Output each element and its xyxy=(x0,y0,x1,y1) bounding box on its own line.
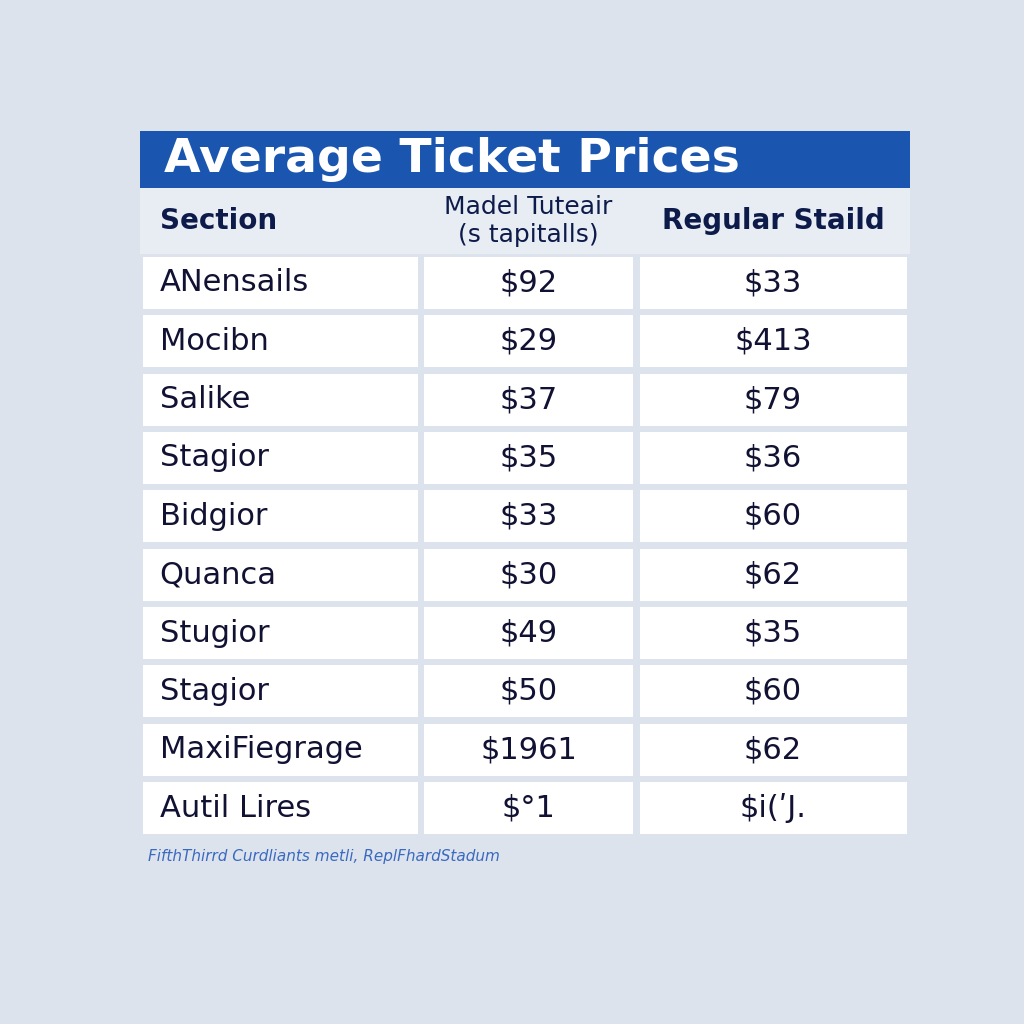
Text: Regular Staild: Regular Staild xyxy=(662,207,885,236)
FancyBboxPatch shape xyxy=(424,549,633,601)
Text: Bidgior: Bidgior xyxy=(160,502,267,530)
Text: $°1: $°1 xyxy=(502,794,556,822)
Text: Salike: Salike xyxy=(160,385,250,414)
FancyBboxPatch shape xyxy=(143,257,418,309)
Text: $37: $37 xyxy=(500,385,558,414)
Text: Stagior: Stagior xyxy=(160,677,268,706)
FancyBboxPatch shape xyxy=(640,257,906,309)
FancyBboxPatch shape xyxy=(424,315,633,368)
Text: Average Ticket Prices: Average Ticket Prices xyxy=(164,137,739,182)
Text: $62: $62 xyxy=(744,560,802,589)
FancyBboxPatch shape xyxy=(143,315,418,368)
FancyBboxPatch shape xyxy=(143,490,418,543)
Text: $413: $413 xyxy=(734,327,812,355)
Text: FifthThirrd Curdliants metli, ReplFhardStadum: FifthThirrd Curdliants metli, ReplFhardS… xyxy=(147,850,500,864)
Text: $62: $62 xyxy=(744,735,802,764)
Text: $35: $35 xyxy=(500,443,558,472)
Text: $33: $33 xyxy=(743,268,802,297)
Text: Stugior: Stugior xyxy=(160,618,269,647)
FancyBboxPatch shape xyxy=(424,257,633,309)
Text: $60: $60 xyxy=(744,502,802,530)
FancyBboxPatch shape xyxy=(140,131,909,188)
FancyBboxPatch shape xyxy=(424,490,633,543)
Text: $92: $92 xyxy=(500,268,558,297)
Text: $50: $50 xyxy=(500,677,558,706)
Text: $i(ʹJ.: $i(ʹJ. xyxy=(739,793,807,823)
Text: $49: $49 xyxy=(500,618,558,647)
Text: $29: $29 xyxy=(500,327,558,355)
FancyBboxPatch shape xyxy=(143,782,418,835)
FancyBboxPatch shape xyxy=(424,666,633,718)
FancyBboxPatch shape xyxy=(640,666,906,718)
Text: $60: $60 xyxy=(744,677,802,706)
FancyBboxPatch shape xyxy=(143,607,418,659)
Text: $36: $36 xyxy=(743,443,802,472)
FancyBboxPatch shape xyxy=(640,607,906,659)
Text: $79: $79 xyxy=(744,385,802,414)
FancyBboxPatch shape xyxy=(143,432,418,484)
FancyBboxPatch shape xyxy=(640,490,906,543)
FancyBboxPatch shape xyxy=(424,724,633,776)
FancyBboxPatch shape xyxy=(640,724,906,776)
Text: $33: $33 xyxy=(500,502,558,530)
FancyBboxPatch shape xyxy=(143,666,418,718)
FancyBboxPatch shape xyxy=(424,374,633,426)
FancyBboxPatch shape xyxy=(143,724,418,776)
FancyBboxPatch shape xyxy=(640,315,906,368)
FancyBboxPatch shape xyxy=(424,432,633,484)
Text: $35: $35 xyxy=(743,618,802,647)
Text: $1961: $1961 xyxy=(480,735,578,764)
Text: ANensails: ANensails xyxy=(160,268,309,297)
Text: Quanca: Quanca xyxy=(160,560,276,589)
Text: Stagior: Stagior xyxy=(160,443,268,472)
Text: $30: $30 xyxy=(500,560,558,589)
FancyBboxPatch shape xyxy=(640,432,906,484)
FancyBboxPatch shape xyxy=(640,782,906,835)
Text: MaxiFiegrage: MaxiFiegrage xyxy=(160,735,362,764)
Text: Autil Lires: Autil Lires xyxy=(160,794,311,822)
FancyBboxPatch shape xyxy=(640,374,906,426)
FancyBboxPatch shape xyxy=(140,188,909,254)
FancyBboxPatch shape xyxy=(143,549,418,601)
Text: Mocibn: Mocibn xyxy=(160,327,268,355)
Text: Madel Tuteair
(s tapitalls): Madel Tuteair (s tapitalls) xyxy=(444,196,612,247)
FancyBboxPatch shape xyxy=(424,782,633,835)
Text: Section: Section xyxy=(160,207,276,236)
FancyBboxPatch shape xyxy=(640,549,906,601)
FancyBboxPatch shape xyxy=(424,607,633,659)
FancyBboxPatch shape xyxy=(143,374,418,426)
